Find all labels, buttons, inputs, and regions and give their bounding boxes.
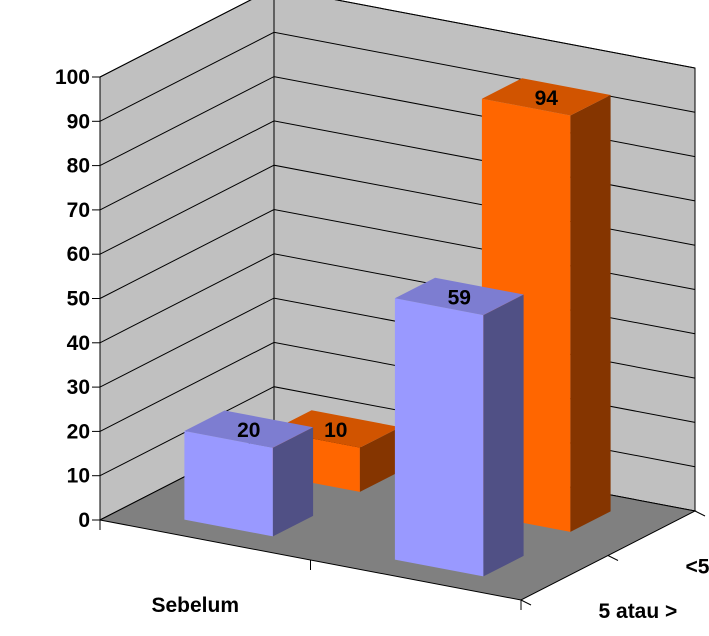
bars: 10 94 20 59 (184, 78, 611, 577)
bar-side (483, 294, 524, 577)
y-tick-label: 20 (67, 420, 90, 443)
bar (184, 410, 314, 537)
labels: 0 10 20 30 40 50 60 70 80 90 100 Sebelum Sesudah 5 at… (55, 66, 709, 636)
y-tick-label: 80 (67, 155, 90, 178)
data-label: 10 (324, 419, 347, 442)
data-label: 59 (448, 286, 471, 309)
data-label: 20 (237, 419, 260, 442)
y-tick-label: 70 (67, 199, 90, 222)
bar-front (184, 431, 273, 537)
bar (394, 277, 524, 577)
bar-front (394, 298, 484, 577)
gridline (99, 0, 696, 78)
y-tick-label: 40 (67, 332, 90, 355)
series-label: <5 (686, 555, 709, 578)
axes (92, 76, 706, 610)
bar-top (394, 277, 524, 316)
y-tick-label: 30 (67, 376, 90, 399)
data-label: 94 (535, 87, 559, 110)
bar-top (184, 410, 314, 448)
y-tick-label: 10 (67, 465, 90, 488)
y-tick-label: 100 (55, 66, 90, 89)
y-tick-label: 50 (67, 288, 90, 311)
bar-side (359, 427, 401, 492)
bar-top (271, 410, 401, 448)
z-tick-mark (607, 555, 619, 561)
bar (271, 410, 401, 492)
y-tick-label: 60 (67, 243, 90, 266)
series-label: 5 atau > (599, 600, 678, 623)
y-tick-label: 0 (78, 509, 90, 532)
bar-side (570, 95, 611, 532)
z-tick-mark (520, 599, 532, 606)
bar-side (272, 427, 314, 537)
x-category-label: Sebelum (151, 594, 239, 617)
z-tick-mark (694, 510, 706, 517)
x-category-label: Sesudah (362, 634, 450, 636)
bar-top (481, 78, 611, 116)
y-tick-label: 90 (67, 110, 90, 133)
